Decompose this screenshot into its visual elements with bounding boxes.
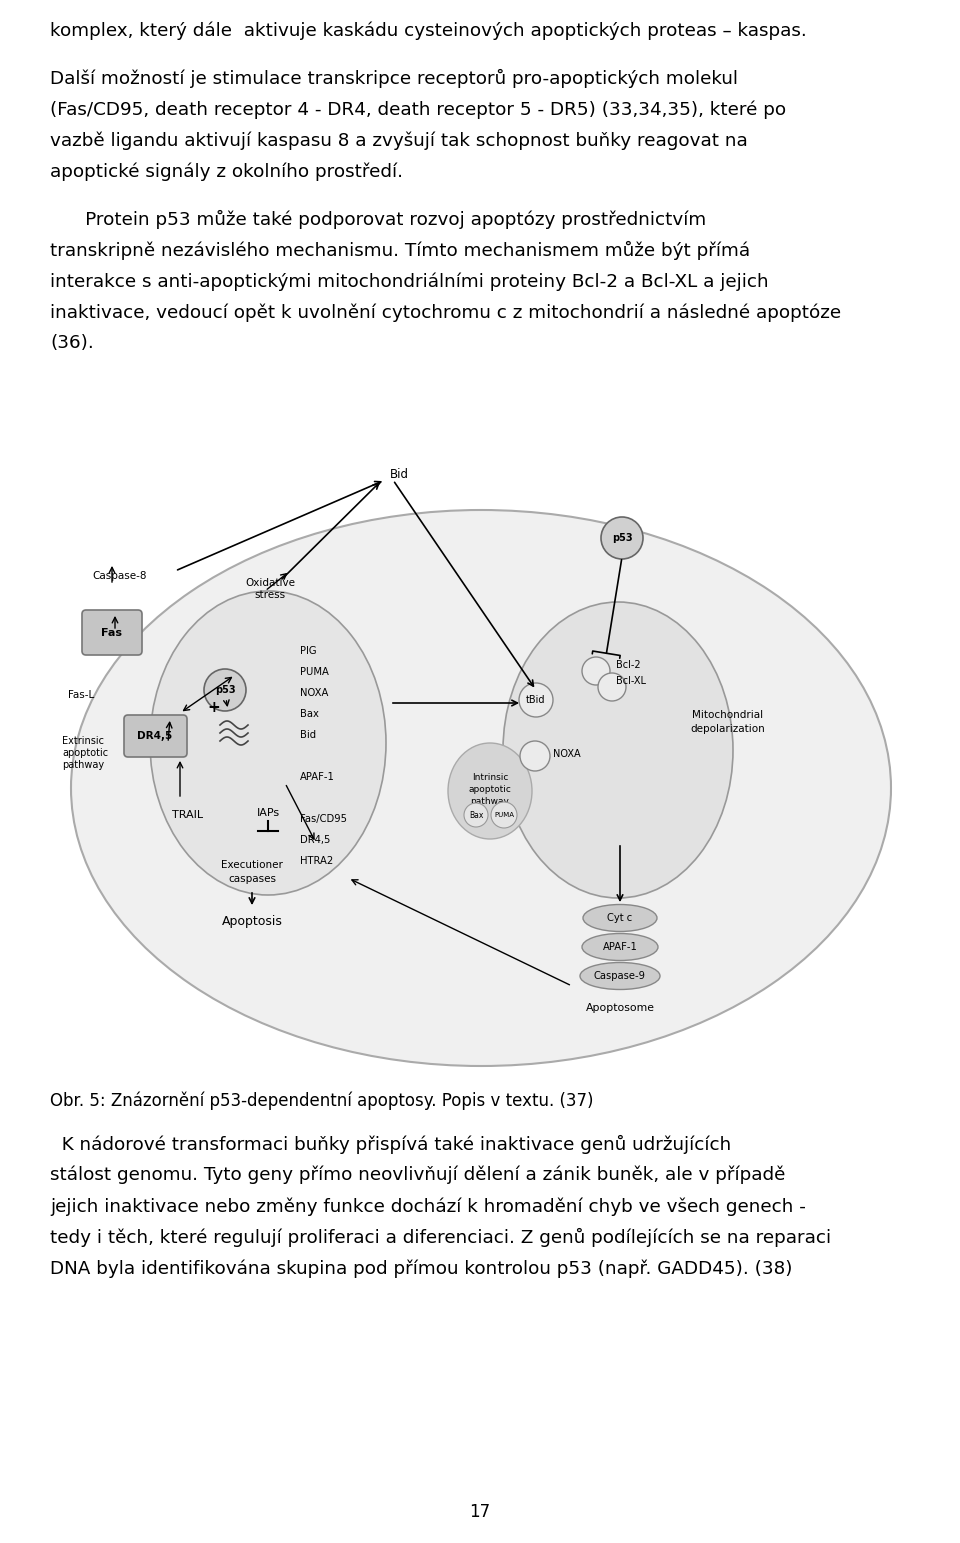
Text: Apoptosis: Apoptosis bbox=[222, 915, 282, 927]
Text: DR4,5: DR4,5 bbox=[137, 731, 173, 741]
Text: NOXA: NOXA bbox=[300, 688, 328, 697]
Ellipse shape bbox=[580, 963, 660, 989]
Ellipse shape bbox=[503, 602, 733, 898]
Text: DR4,5: DR4,5 bbox=[300, 835, 330, 846]
Text: Oxidative: Oxidative bbox=[245, 579, 295, 588]
Text: Executioner: Executioner bbox=[221, 859, 283, 870]
Text: TRAIL: TRAIL bbox=[173, 810, 204, 819]
Text: Fas-L: Fas-L bbox=[68, 690, 94, 701]
Text: K nádorové transformaci buňky přispívá také inaktivace genů udržujících: K nádorové transformaci buňky přispívá t… bbox=[50, 1136, 732, 1154]
Text: +: + bbox=[207, 699, 221, 714]
Circle shape bbox=[601, 517, 643, 559]
Text: pathway: pathway bbox=[62, 761, 104, 770]
Text: Apoptosome: Apoptosome bbox=[586, 1003, 655, 1014]
Text: Bcl-XL: Bcl-XL bbox=[616, 676, 646, 687]
Text: p53: p53 bbox=[612, 532, 633, 543]
Text: caspases: caspases bbox=[228, 873, 276, 884]
Text: apoptotic: apoptotic bbox=[62, 748, 108, 758]
Text: stálost genomu. Tyto geny přímo neovlivňují dělení a zánik buněk, ale v případě: stálost genomu. Tyto geny přímo neovlivň… bbox=[50, 1167, 785, 1185]
Text: komplex, který dále  aktivuje kaskádu cysteinových apoptických proteas – kaspas.: komplex, který dále aktivuje kaskádu cys… bbox=[50, 22, 806, 40]
Circle shape bbox=[491, 802, 517, 829]
Circle shape bbox=[582, 657, 610, 685]
Text: PUMA: PUMA bbox=[494, 812, 514, 818]
Text: APAF-1: APAF-1 bbox=[300, 772, 335, 782]
Circle shape bbox=[464, 802, 488, 827]
Text: p53: p53 bbox=[215, 685, 235, 694]
Circle shape bbox=[519, 684, 553, 717]
Text: apoptické signály z okolního prostředí.: apoptické signály z okolního prostředí. bbox=[50, 162, 403, 181]
Text: DNA byla identifikována skupina pod přímou kontrolou p53 (např. GADD45). (38): DNA byla identifikována skupina pod přím… bbox=[50, 1259, 793, 1278]
Text: HTRA2: HTRA2 bbox=[300, 856, 333, 866]
Text: jejich inaktivace nebo změny funkce dochází k hromadění chyb ve všech genech -: jejich inaktivace nebo změny funkce doch… bbox=[50, 1197, 805, 1216]
Text: IAPs: IAPs bbox=[256, 809, 279, 818]
Text: Extrinsic: Extrinsic bbox=[62, 736, 104, 745]
Ellipse shape bbox=[583, 904, 657, 932]
Ellipse shape bbox=[582, 934, 658, 960]
Text: Fas/CD95: Fas/CD95 bbox=[300, 815, 347, 824]
Text: interakce s anti-apoptickými mitochondriálními proteiny Bcl-2 a Bcl-XL a jejich: interakce s anti-apoptickými mitochondri… bbox=[50, 272, 769, 290]
Text: (36).: (36). bbox=[50, 335, 94, 352]
Text: NOXA: NOXA bbox=[553, 748, 581, 759]
Text: Další možností je stimulace transkripce receptorů pro-apoptických molekul: Další možností je stimulace transkripce … bbox=[50, 69, 738, 88]
Text: Fas: Fas bbox=[102, 628, 123, 637]
Ellipse shape bbox=[448, 744, 532, 839]
Text: tBid: tBid bbox=[526, 694, 545, 705]
Text: Bax: Bax bbox=[300, 708, 319, 719]
FancyBboxPatch shape bbox=[82, 609, 142, 654]
Circle shape bbox=[520, 741, 550, 772]
Ellipse shape bbox=[150, 591, 386, 895]
Text: Intrinsic: Intrinsic bbox=[471, 773, 508, 781]
Text: stress: stress bbox=[254, 589, 285, 600]
Text: Obr. 5: Znázornění p53-dependentní apoptosy. Popis v textu. (37): Obr. 5: Znázornění p53-dependentní apopt… bbox=[50, 1091, 593, 1109]
Circle shape bbox=[204, 670, 246, 711]
Text: pathway: pathway bbox=[470, 796, 510, 805]
Text: Caspase-8: Caspase-8 bbox=[92, 571, 147, 582]
Text: APAF-1: APAF-1 bbox=[603, 941, 637, 952]
Text: Caspase-9: Caspase-9 bbox=[594, 971, 646, 981]
Text: Protein p53 může také podporovat rozvoj apoptózy prostřednictvím: Protein p53 může také podporovat rozvoj … bbox=[50, 210, 707, 230]
Text: apoptotic: apoptotic bbox=[468, 784, 512, 793]
Text: depolarization: depolarization bbox=[690, 724, 765, 734]
Text: 17: 17 bbox=[469, 1503, 491, 1521]
Text: (Fas/CD95, death receptor 4 - DR4, death receptor 5 - DR5) (33,34,35), které po: (Fas/CD95, death receptor 4 - DR4, death… bbox=[50, 100, 786, 119]
Text: Mitochondrial: Mitochondrial bbox=[692, 710, 763, 721]
Text: tedy i těch, které regulují proliferaci a diferenciaci. Z genů podílejících se n: tedy i těch, které regulují proliferaci … bbox=[50, 1228, 831, 1247]
FancyBboxPatch shape bbox=[124, 714, 187, 758]
Text: PIG: PIG bbox=[300, 647, 317, 656]
Text: Bax: Bax bbox=[468, 810, 483, 819]
Text: vazbě ligandu aktivují kaspasu 8 a zvyšují tak schopnost buňky reagovat na: vazbě ligandu aktivují kaspasu 8 a zvyšu… bbox=[50, 131, 748, 150]
Text: Bid: Bid bbox=[300, 730, 316, 741]
Text: inaktivace, vedoucí opět k uvolnění cytochromu c z mitochondrií a následné apopt: inaktivace, vedoucí opět k uvolnění cyto… bbox=[50, 302, 841, 321]
Text: transkripně nezávislého mechanismu. Tímto mechanismem může být přímá: transkripně nezávislého mechanismu. Tímt… bbox=[50, 241, 750, 261]
Text: Bcl-2: Bcl-2 bbox=[616, 660, 640, 670]
Text: Cyt c: Cyt c bbox=[608, 913, 633, 923]
Circle shape bbox=[598, 673, 626, 701]
Text: PUMA: PUMA bbox=[300, 667, 329, 677]
Ellipse shape bbox=[71, 511, 891, 1066]
Text: Bid: Bid bbox=[390, 469, 409, 481]
